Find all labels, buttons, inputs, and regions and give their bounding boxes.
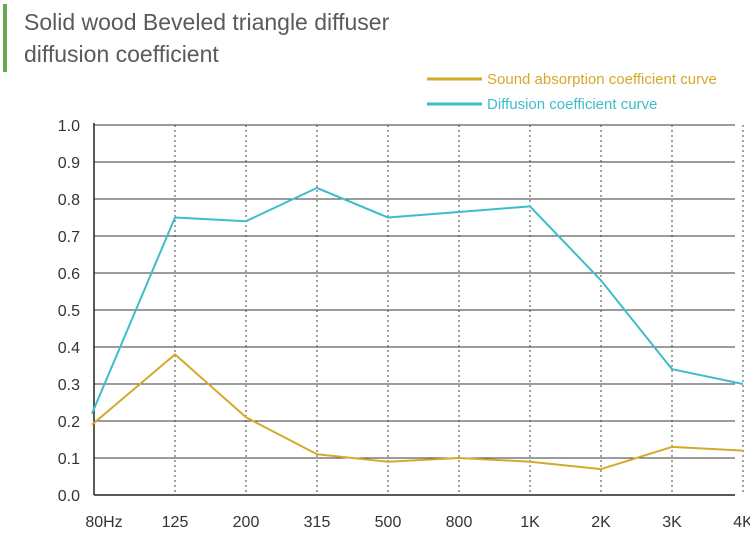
y-tick-label: 0.6 [58, 266, 80, 283]
axes: 0.0 0.1 0.2 0.3 0.4 0.5 0.6 0.7 0.8 0.9 1.0 80Hz 125… [58, 118, 750, 531]
y-tick-label: 0.0 [58, 488, 80, 505]
title-accent-bar [3, 4, 7, 72]
grid [94, 124, 744, 495]
y-tick-label: 0.3 [58, 377, 80, 394]
chart-title: Solid wood Beveled triangle diffuser dif… [24, 6, 389, 70]
legend-label: Sound absorption coefficient curve [487, 71, 717, 88]
y-tick-label: 0.2 [58, 414, 80, 431]
y-tick-label: 0.1 [58, 451, 80, 468]
y-tick-label: 0.4 [58, 340, 80, 357]
x-tick-label: 500 [375, 514, 402, 531]
y-tick-label: 0.7 [58, 229, 80, 246]
x-tick-label: 80Hz [85, 514, 122, 531]
chart-title-line1: Solid wood Beveled triangle diffuser [24, 9, 390, 35]
y-tick-label: 0.8 [58, 192, 80, 209]
legend-label: Diffusion coefficient curve [487, 96, 657, 113]
series-line-diffusion [91, 186, 744, 414]
x-tick-label: 1K [520, 514, 540, 531]
x-tick-label: 200 [233, 514, 260, 531]
legend: Sound absorption coefficient curve Diffus… [427, 71, 717, 113]
y-tick-label: 0.9 [58, 155, 80, 172]
x-tick-label: 4K [733, 514, 750, 531]
x-tick-label: 125 [162, 514, 189, 531]
series-line-sound-absorption [91, 353, 744, 471]
chart-title-line2: diffusion coefficient [24, 41, 219, 67]
x-tick-label: 800 [446, 514, 473, 531]
y-tick-label: 1.0 [58, 118, 80, 135]
x-tick-label: 2K [591, 514, 611, 531]
x-tick-label: 315 [304, 514, 331, 531]
y-tick-label: 0.5 [58, 303, 80, 320]
x-tick-label: 3K [662, 514, 682, 531]
series [91, 186, 744, 471]
